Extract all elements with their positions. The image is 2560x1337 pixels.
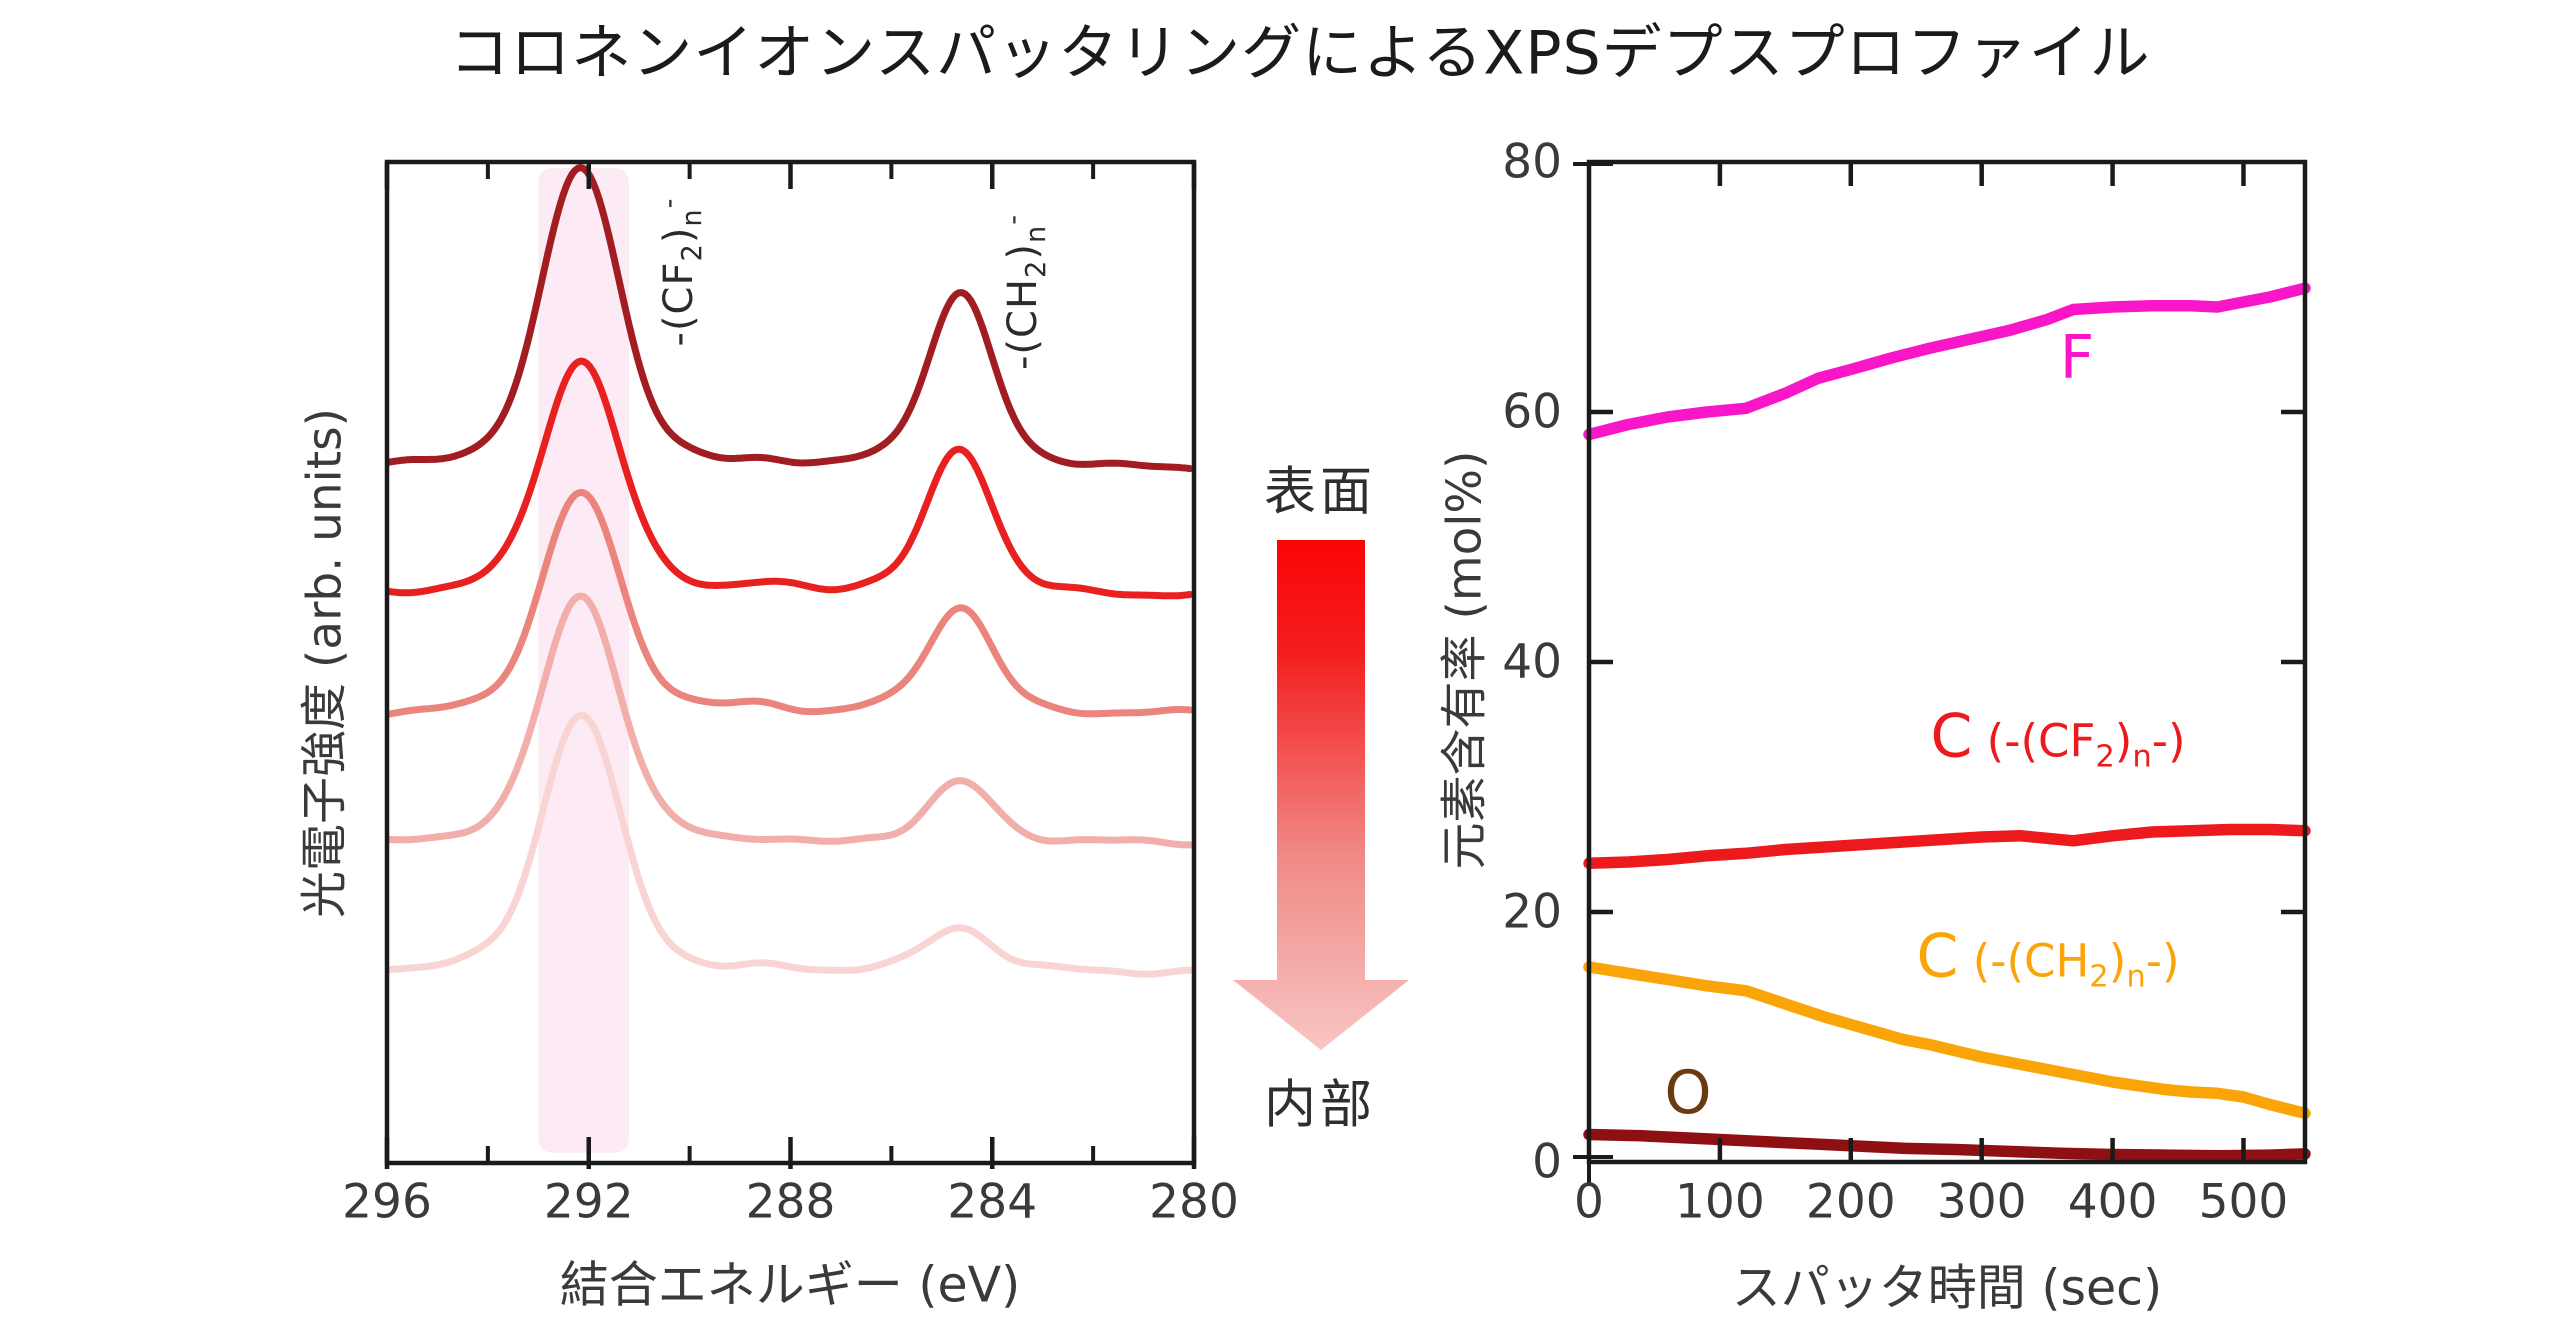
series-line-C-CH2-n- (1583, 961, 2311, 1120)
right-x-tick-label-300: 300 (1936, 1174, 2027, 1230)
right-x-tick-label-200: 200 (1805, 1174, 1896, 1230)
right-y-axis-label: 元素含有率 (mol%) (1437, 450, 1493, 870)
series-label-C-CH2-f1: (-(CH (1972, 934, 2090, 988)
xps-spectrum-depth-4 (389, 592, 1192, 849)
series-label-C-CH2-f3: -) (2145, 934, 2180, 988)
interior-label: 内部 (1263, 1075, 1377, 1136)
cf2-annotation-dash: - (653, 197, 685, 209)
right-x-axis-label: スパッタ時間 (sec) (1731, 1259, 2163, 1317)
ch2-peak-annotation: -(CH2)n- (998, 214, 1052, 370)
left-y-axis-label: 光電子強度 (arb. units) (297, 407, 353, 919)
series-line-C-CF2-n- (1583, 823, 2311, 870)
left-x-tick-label-296: 296 (342, 1174, 432, 1230)
series-label-C-CH2-main: C (1916, 921, 1959, 992)
ch2-annotation-paren: ) (1000, 243, 1047, 260)
right-x-tick-label-100: 100 (1675, 1174, 1765, 1230)
series-label-C-CF2-f1: (-(CF (1986, 714, 2096, 768)
right-x-tick-label-500: 500 (2198, 1174, 2289, 1230)
series-line-F (1583, 282, 2311, 441)
xps-spectrum-depth-1-surface (389, 164, 1192, 473)
cf2-peak-annotation: -(CF2)n- (654, 198, 708, 347)
ch2-annotation-dash: - (997, 213, 1029, 225)
ch2-annotation-sub2: 2 (1021, 259, 1053, 278)
xps-spectrum-depth-2 (389, 357, 1192, 600)
left-x-tick-label-288: 288 (745, 1174, 836, 1230)
right-x-tick-label-0: 0 (1574, 1174, 1604, 1230)
series-label-O: O (1664, 1058, 1712, 1128)
series-label-C-CH2: C (-(CH2)n-) (1916, 922, 2179, 995)
cf2-annotation-paren: ) (656, 226, 703, 244)
xps-spectrum-depth-5-interior (389, 711, 1192, 978)
right-y-tick-label-20: 20 (1502, 884, 1562, 940)
series-label-C-CH2-f2: ) (2108, 934, 2127, 988)
ch2-annotation-subn: n (1021, 224, 1053, 244)
series-line-O (1583, 1128, 2311, 1162)
left-x-tick-label-284: 284 (947, 1174, 1038, 1230)
series-label-C-CF2-main: C (1930, 701, 1973, 772)
series-label-C-CH2-subn: n (2126, 959, 2146, 995)
cf2-annotation-text: -(CF (656, 261, 703, 347)
cf2-annotation-subn: n (677, 208, 709, 227)
surface-label: 表面 (1263, 462, 1377, 523)
xps-spectrum-depth-3 (389, 488, 1192, 718)
left-x-tick-label-292: 292 (543, 1174, 634, 1230)
right-y-tick-label-80: 80 (1502, 134, 1562, 190)
right-y-tick-label-60: 60 (1502, 384, 1562, 440)
series-label-F: F (2059, 323, 2095, 393)
figure-title: コロネンイオンスパッタリングによるXPSデプスプロファイル (449, 18, 2151, 89)
left-panel-frame (384, 159, 1197, 1166)
right-y-tick-label-40: 40 (1502, 634, 1562, 690)
series-label-C-CF2-f2: ) (2114, 714, 2133, 768)
right-x-tick-label-400: 400 (2067, 1174, 2158, 1230)
right-panel-frame (1586, 159, 2308, 1165)
right-y-tick-label-0: 0 (1532, 1134, 1562, 1190)
series-label-C-CF2: C (-(CF2)n-) (1930, 702, 2185, 775)
series-label-C-CH2-sub2: 2 (2089, 959, 2109, 995)
depth-direction-arrow (1233, 540, 1409, 1050)
left-x-axis-label: 結合エネルギー (eV) (559, 1256, 1021, 1314)
series-label-C-CF2-subn: n (2132, 739, 2152, 775)
series-label-C-CF2-sub2: 2 (2095, 739, 2115, 775)
ch2-annotation-text: -(CH (1000, 277, 1047, 371)
cf2-annotation-sub2: 2 (677, 243, 709, 262)
series-label-C-CF2-f3: -) (2151, 714, 2186, 768)
left-x-tick-label-280: 280 (1149, 1174, 1239, 1230)
